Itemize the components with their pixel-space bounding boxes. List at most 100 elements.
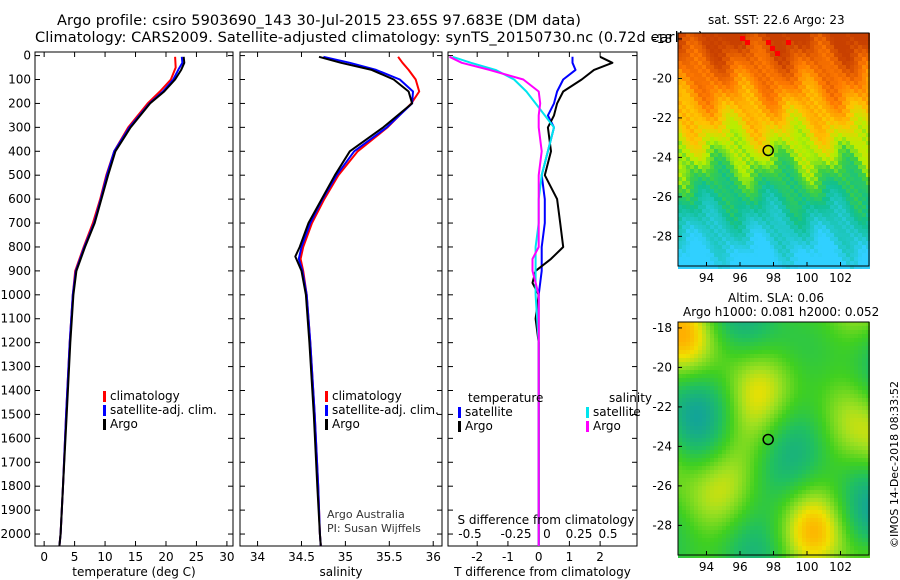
map-cell (746, 474, 750, 478)
map-cell (778, 241, 782, 245)
map-cell (678, 334, 682, 338)
map-cell (702, 85, 706, 89)
map-cell (702, 322, 706, 326)
map-cell (698, 430, 702, 434)
map-cell (690, 458, 694, 462)
map-cell (850, 193, 854, 197)
map-cell (710, 105, 714, 109)
map-cell (698, 442, 702, 446)
map-cell (706, 394, 710, 398)
map-cell (698, 382, 702, 386)
map-cell (686, 418, 690, 422)
map-cell (714, 221, 718, 225)
map-cell (766, 330, 770, 334)
map-cell (826, 474, 830, 478)
map-cell (778, 418, 782, 422)
map-cell (750, 197, 754, 201)
map-cell (726, 394, 730, 398)
map-cell (842, 197, 846, 201)
map-cell (686, 374, 690, 378)
map-cell (818, 374, 822, 378)
map-cell (766, 342, 770, 346)
map-cell (850, 89, 854, 93)
map-cell (846, 61, 850, 65)
map-cell (782, 249, 786, 253)
map-cell (686, 225, 690, 229)
map-cell (742, 201, 746, 205)
map-cell (742, 330, 746, 334)
map-cell (706, 105, 710, 109)
map-cell (794, 89, 798, 93)
map-cell (682, 418, 686, 422)
map-cell (718, 181, 722, 185)
map-cell (830, 454, 834, 458)
map-cell (810, 233, 814, 237)
map-cell (818, 177, 822, 181)
map-cell (794, 334, 798, 338)
map-cell (702, 93, 706, 97)
map-cell (850, 354, 854, 358)
map-cell (714, 410, 718, 414)
map-cell (694, 205, 698, 209)
map-cell (834, 101, 838, 105)
map-cell (682, 169, 686, 173)
map-cell (714, 322, 718, 326)
map-cell (774, 89, 778, 93)
map-cell (730, 105, 734, 109)
map-cell (838, 149, 842, 153)
map-cell (694, 434, 698, 438)
map-cell (686, 77, 690, 81)
map-cell (726, 205, 730, 209)
map-cell (818, 426, 822, 430)
map-cell (678, 330, 682, 334)
map-cell (842, 185, 846, 189)
map-cell (806, 101, 810, 105)
map-cell (730, 165, 734, 169)
map-cell (794, 61, 798, 65)
map-cell (830, 470, 834, 474)
map-cell (818, 474, 822, 478)
map-cell (766, 338, 770, 342)
map-cell (854, 257, 858, 261)
map-cell (690, 209, 694, 213)
map-cell (806, 61, 810, 65)
map-cell (774, 241, 778, 245)
map-cell (838, 418, 842, 422)
map-cell (862, 414, 866, 418)
map-cell (782, 225, 786, 229)
map-cell (818, 438, 822, 442)
map-cell (694, 398, 698, 402)
map-cell (698, 57, 702, 61)
map-cell (858, 101, 862, 105)
map-cell (778, 113, 782, 117)
map-cell (742, 81, 746, 85)
map-cell (694, 462, 698, 466)
map-cell (862, 57, 866, 61)
map-cell (842, 93, 846, 97)
map-cell (778, 430, 782, 434)
map-cell (722, 478, 726, 482)
map-cell (766, 462, 770, 466)
map-cell (802, 77, 806, 81)
map-cell (750, 402, 754, 406)
x-tick-label: 30 (219, 550, 234, 564)
map-cell (766, 33, 770, 37)
map-cell (722, 354, 726, 358)
map-cell (850, 334, 854, 338)
map-cell (866, 378, 870, 382)
map-cell (786, 213, 790, 217)
map-cell (738, 121, 742, 125)
map-cell (734, 217, 738, 221)
map-cell (690, 438, 694, 442)
map-cell (798, 233, 802, 237)
map-cell (838, 410, 842, 414)
map-cell (830, 145, 834, 149)
map-cell (710, 233, 714, 237)
map-cell (818, 85, 822, 89)
map-cell (726, 470, 730, 474)
map-cell (806, 129, 810, 133)
map-cell (798, 470, 802, 474)
map-cell (866, 33, 870, 37)
map-cell (738, 197, 742, 201)
map-cell (754, 394, 758, 398)
